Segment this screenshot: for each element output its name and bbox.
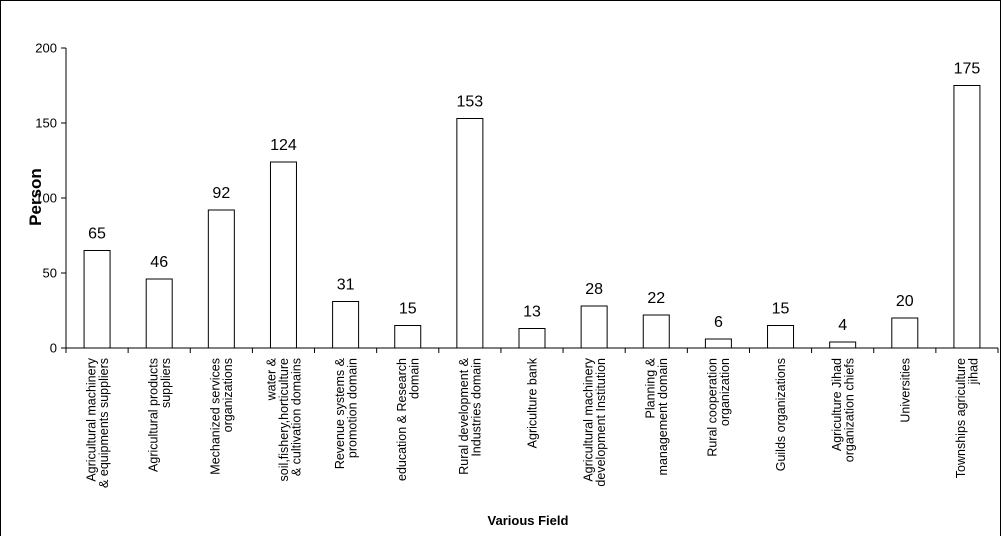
category-label-line: Agriculture Jihad [830, 358, 844, 451]
data-label: 15 [772, 301, 790, 318]
bar [953, 85, 981, 349]
category-label: Agricultural machinery& equipments suppl… [84, 357, 111, 488]
category-label: Agriculture bank [526, 357, 540, 448]
category-label-line: jihad [967, 358, 981, 385]
category-label-line: Agricultural machinery [581, 357, 595, 481]
bar [580, 305, 608, 349]
category-label-line: organizations [221, 358, 235, 432]
data-label: 20 [896, 293, 914, 310]
bar [456, 118, 484, 349]
category-label-line: Universities [898, 358, 912, 423]
category-label-line: domain [407, 358, 421, 399]
bar [332, 301, 360, 349]
y-axis-title: Person [26, 168, 45, 226]
category-label-line: Revenue systems & [333, 357, 347, 469]
category-label-line: & equipments suppliers [97, 358, 111, 488]
category-label: Universities [898, 358, 912, 423]
category-label-line: & cultivation domains [289, 358, 303, 476]
data-label: 92 [212, 185, 230, 202]
data-label: 124 [270, 137, 297, 154]
data-label: 175 [954, 61, 981, 78]
category-label-line: Rural development & [457, 357, 471, 474]
x-axis [65, 347, 999, 353]
bar [145, 278, 173, 349]
category-label-line: Industries domain [470, 358, 484, 457]
bar [83, 250, 111, 349]
data-label: 153 [457, 94, 484, 111]
data-label: 65 [88, 226, 106, 243]
data-label: 46 [150, 254, 168, 271]
y-tick-label: 0 [50, 341, 57, 356]
category-label-line: Agricultural machinery [84, 357, 98, 481]
bars [83, 85, 981, 349]
bar [518, 328, 546, 349]
bar [704, 338, 732, 349]
bar [829, 341, 857, 349]
bar [642, 314, 670, 349]
category-label: Planning &management domain [644, 357, 671, 475]
category-label-line: suppliers [159, 358, 173, 408]
y-tick-label: 100 [35, 191, 57, 206]
category-label-line: promotion domain [345, 358, 359, 458]
data-labels: 65 46 92 124 31 15 153 13 28 22 6 15 4 20 175 [88, 61, 980, 335]
data-label: 22 [647, 290, 665, 307]
bar [891, 317, 919, 349]
bar [394, 325, 422, 349]
category-label-line: development Institution [594, 358, 608, 487]
y-tick-label: 150 [35, 116, 57, 131]
category-label: Guilds organizations [774, 358, 788, 471]
category-label-line: Townships agriculture [954, 358, 968, 478]
category-label-line: water & [264, 357, 278, 401]
bar [269, 161, 297, 349]
bar [207, 209, 235, 349]
category-labels: Agricultural machinery& equipments suppl… [84, 357, 980, 488]
x-axis-title: Various Field [488, 513, 569, 528]
category-label-line: Agriculture bank [526, 357, 540, 448]
data-label: 4 [838, 317, 847, 334]
y-axis: 0 50 100 150 200 [35, 41, 67, 356]
category-label-line: Rural cooperation [706, 358, 720, 457]
category-label-line: organization [718, 358, 732, 426]
y-tick-label: 50 [43, 266, 57, 281]
data-label: 31 [337, 277, 355, 294]
category-label-line: Agricultural products [146, 358, 160, 472]
category-label: Revenue systems &promotion domain [333, 357, 360, 469]
category-label-line: Guilds organizations [774, 358, 788, 471]
bar [767, 325, 795, 349]
category-label-line: soil,fishery,horticulture [277, 358, 291, 481]
category-label-line: Mechanized services [209, 358, 223, 475]
data-label: 6 [714, 314, 723, 331]
category-label: water &soil,fishery,horticulture& cultiv… [264, 357, 303, 481]
category-label-line: organization chiefs [842, 358, 856, 462]
category-label-line: Planning & [644, 357, 658, 418]
category-label-line: education & Research [395, 358, 409, 481]
category-label: Rural development &Industries domain [457, 357, 484, 474]
category-label-line: management domain [656, 358, 670, 475]
y-tick-label: 200 [35, 41, 57, 56]
data-label: 13 [523, 304, 541, 321]
data-label: 28 [585, 281, 603, 298]
data-label: 15 [399, 301, 417, 318]
